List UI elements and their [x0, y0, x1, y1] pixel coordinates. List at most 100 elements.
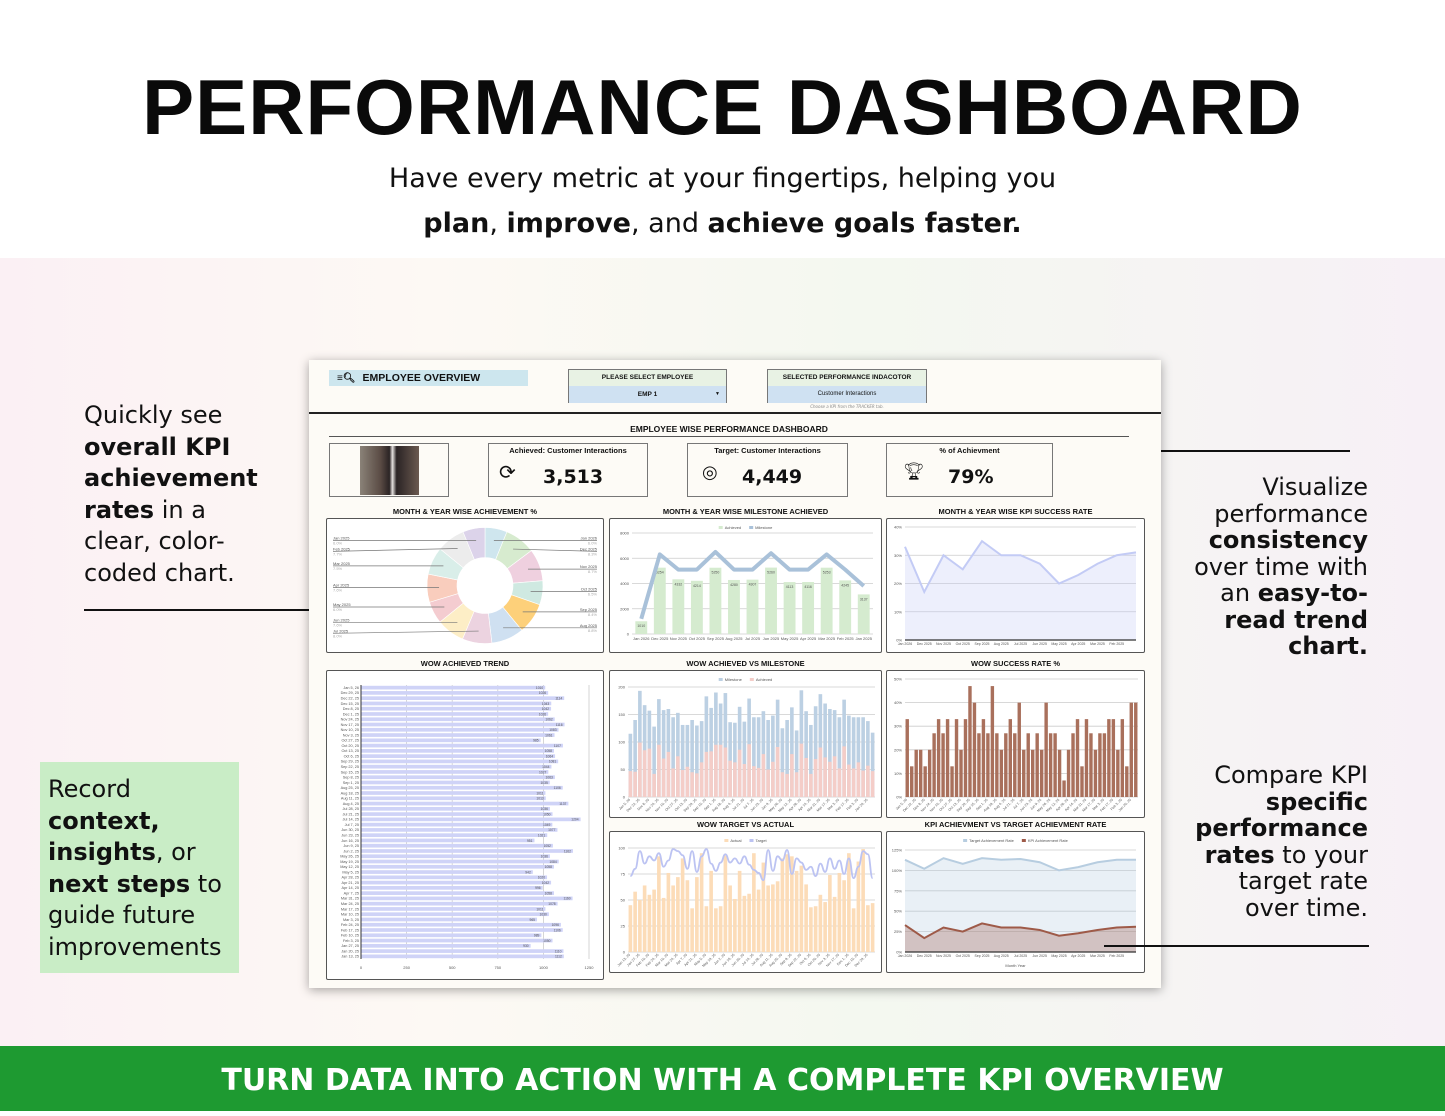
bar: [914, 749, 918, 797]
data-label: 1063: [546, 776, 554, 780]
x-tick-label: Jun 2025: [763, 636, 780, 641]
bar: [959, 749, 963, 797]
bar: [652, 726, 656, 797]
bar: [905, 719, 909, 797]
bar: [652, 889, 656, 952]
bar: [813, 706, 818, 797]
bar-achieved: [728, 579, 740, 634]
annotation-text: Quickly see: [84, 401, 223, 429]
arrow-line: [1104, 945, 1369, 947]
series-line: [904, 857, 1136, 872]
y-tick-label: Jun 2, 25: [343, 849, 359, 853]
bar: [856, 762, 861, 797]
bar: [666, 872, 671, 952]
y-tick-label: Nov 17, 25: [341, 723, 359, 727]
bar: [704, 696, 709, 797]
data-label: 951: [527, 839, 533, 843]
bar: [813, 906, 818, 952]
bar: [818, 694, 823, 797]
y-tick-label: 6000: [620, 556, 630, 561]
y-tick-label: 30%: [894, 724, 902, 729]
legend: Actual Target: [724, 838, 768, 843]
achievement-value: 79%: [948, 466, 994, 488]
bar: [790, 856, 794, 952]
annotation-text: consistency: [1208, 526, 1368, 554]
y-tick-label: Nov 3, 25: [343, 733, 359, 737]
bar: [361, 706, 552, 711]
x-tick-label: May 2025: [1051, 642, 1066, 646]
bar: [1035, 733, 1039, 797]
y-tick-label: Sep 29, 25: [341, 760, 359, 764]
bar: [361, 806, 550, 811]
bar: [752, 853, 756, 952]
bar: [709, 870, 713, 952]
slice-value: 6.0%: [333, 607, 343, 612]
y-tick-label: Jan 5, 26: [343, 686, 359, 690]
employee-dropdown[interactable]: EMP 1 ▼: [569, 386, 726, 403]
bar-achieved: [839, 580, 852, 634]
sub-part: improve: [506, 208, 632, 239]
bar: [628, 733, 633, 797]
bar: [861, 717, 865, 797]
bar: [361, 791, 546, 795]
annotation-text: Visualize performance: [1214, 473, 1368, 528]
trophy-percent-icon: 🏆︎: [903, 462, 925, 482]
data-label: 1116: [556, 723, 563, 727]
x-tick-label: Feb 2025: [1109, 954, 1124, 958]
slice-label: Nov 2025: [580, 564, 598, 569]
y-tick-label: Jun 30, 25: [341, 828, 359, 832]
slice-value: 7.5%: [333, 566, 343, 571]
target-arrow-icon: ◎: [702, 462, 718, 483]
data-label: 1083: [549, 728, 557, 732]
bar: [1039, 749, 1044, 797]
bar: [832, 756, 837, 797]
x-tick-label: Dec 2025: [917, 642, 932, 646]
bar: [628, 771, 633, 797]
data-label: 4113: [786, 585, 794, 589]
bar: [742, 764, 747, 797]
y-tick-label: 50: [621, 767, 626, 772]
y-tick-label: May 5, 25: [342, 870, 359, 874]
x-tick-label: Jun 2025: [1033, 954, 1047, 958]
chart-title: WOW ACHIEVED TREND: [420, 659, 510, 668]
x-tick-label: Mar 2025: [818, 636, 836, 641]
data-label: 965: [530, 918, 536, 922]
data-label: 1058: [545, 865, 553, 869]
bar: [680, 858, 685, 952]
bar: [361, 780, 550, 785]
filter-search-icon: ≡🔍︎: [337, 373, 356, 384]
y-tick-label: Jul 28, 25: [343, 807, 359, 811]
x-tick-label: Aug 2025: [725, 636, 743, 641]
bar: [954, 719, 959, 797]
data-label: 5253: [823, 571, 831, 575]
bar: [752, 766, 756, 797]
legend-swatch: [749, 526, 754, 529]
bar: [780, 728, 785, 797]
bar: [1030, 749, 1035, 797]
y-tick-label: 50%: [894, 909, 902, 914]
x-tick-label: Jan 2026: [633, 636, 650, 641]
bar: [828, 709, 832, 797]
bar: [823, 902, 827, 952]
annotation-text: next steps: [48, 869, 191, 898]
data-label: 1036: [541, 807, 549, 811]
data-label: 4307: [749, 583, 757, 587]
indicator-dropdown[interactable]: Customer Interactions: [768, 386, 926, 403]
x-tick-label: Sep 2025: [975, 954, 990, 958]
bar: [936, 719, 941, 797]
bar: [1098, 733, 1102, 797]
bar: [794, 730, 799, 797]
y-tick-label: Mar 17, 25: [341, 907, 359, 911]
bar: [799, 690, 804, 797]
data-label: 985: [533, 739, 539, 743]
bar: [361, 801, 569, 806]
legend-swatch: [718, 526, 723, 529]
y-tick-label: May 26, 25: [340, 855, 359, 859]
data-label: 1010: [536, 686, 544, 690]
bar: [695, 725, 699, 797]
annotation-text: context, insights: [48, 806, 160, 867]
y-tick-label: 10%: [894, 609, 902, 614]
series-line: [904, 539, 1137, 595]
bar: [932, 733, 936, 797]
data-label: 1058: [545, 749, 553, 753]
